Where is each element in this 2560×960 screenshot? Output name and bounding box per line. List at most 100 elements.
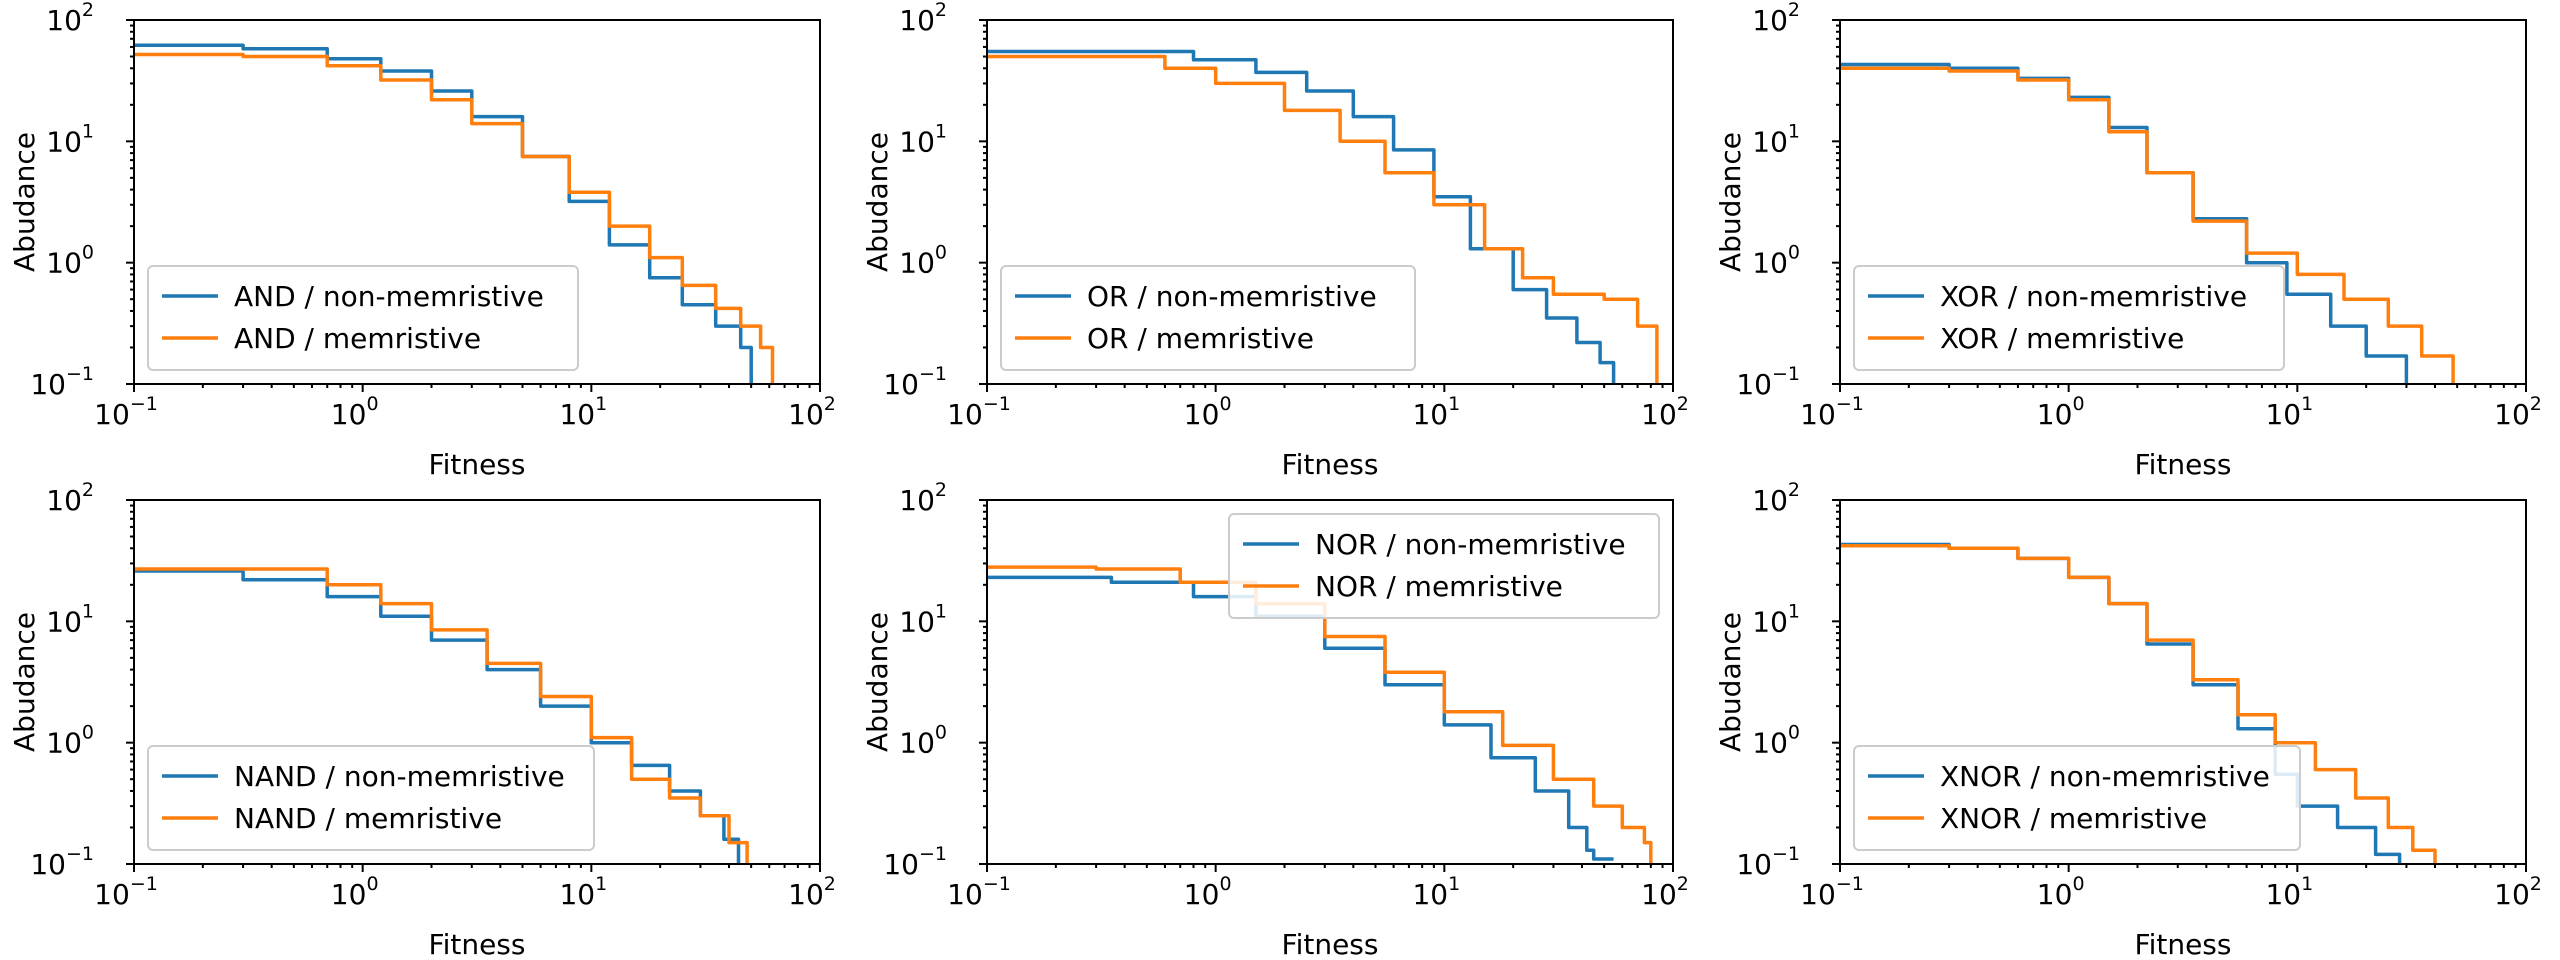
y-tick-exponent: 1 xyxy=(82,120,94,142)
x-tick-exponent: −1 xyxy=(130,393,158,415)
x-tick-label: 101 xyxy=(1412,393,1460,431)
x-tick-label: 100 xyxy=(331,393,379,431)
y-tick-label: 101 xyxy=(899,120,947,158)
x-tick-label: 100 xyxy=(1184,873,1232,911)
legend-label: OR / memristive xyxy=(1087,322,1314,355)
x-axis-label: Fitness xyxy=(429,928,526,960)
x-tick-exponent: 0 xyxy=(2072,393,2084,415)
x-tick-exponent: 0 xyxy=(2072,873,2084,895)
x-tick-exponent: 2 xyxy=(2530,393,2542,415)
y-tick-exponent: 2 xyxy=(82,0,94,21)
legend-label: NOR / memristive xyxy=(1315,570,1563,603)
x-tick-label: 102 xyxy=(2494,873,2542,911)
legend: NAND / non-memristiveNAND / memristive xyxy=(148,746,594,850)
legend-label: NOR / non-memristive xyxy=(1315,528,1626,561)
legend: OR / non-memristive OR / memristive xyxy=(1001,266,1415,370)
y-tick-label: 102 xyxy=(1752,0,1800,37)
y-tick-label: 101 xyxy=(1752,120,1800,158)
x-tick-label: 10−1 xyxy=(1800,873,1864,911)
legend: XNOR / non-memristive XNOR / memristive xyxy=(1854,746,2300,850)
y-tick-exponent: 1 xyxy=(935,120,947,142)
y-axis-label: Abudance xyxy=(1714,132,1747,272)
y-tick-exponent: −1 xyxy=(919,843,947,865)
y-tick-exponent: 0 xyxy=(82,722,94,744)
y-tick-exponent: −1 xyxy=(1772,843,1800,865)
x-tick-exponent: 0 xyxy=(366,873,378,895)
y-tick-label: 101 xyxy=(899,600,947,638)
x-tick-exponent: 1 xyxy=(2301,393,2313,415)
legend-label: XOR / non-memristive xyxy=(1940,280,2247,313)
y-tick-label: 10−1 xyxy=(30,843,94,881)
y-tick-label: 10−1 xyxy=(30,363,94,401)
x-tick-label: 10−1 xyxy=(947,393,1011,431)
x-tick-label: 10−1 xyxy=(1800,393,1864,431)
y-tick-exponent: 2 xyxy=(82,479,94,501)
y-tick-exponent: −1 xyxy=(66,843,94,865)
x-axis-label: Fitness xyxy=(2135,928,2232,960)
x-tick-label: 100 xyxy=(1184,393,1232,431)
y-tick-exponent: 1 xyxy=(1788,600,1800,622)
y-tick-label: 10−1 xyxy=(1736,363,1800,401)
legend-label: NAND / memristive xyxy=(234,802,502,835)
y-tick-exponent: 0 xyxy=(1788,242,1800,264)
y-tick-label: 100 xyxy=(1752,242,1800,280)
legend-label: XOR / memristive xyxy=(1940,322,2184,355)
y-tick-label: 10−1 xyxy=(1736,843,1800,881)
x-tick-exponent: 2 xyxy=(1677,873,1689,895)
y-tick-exponent: 2 xyxy=(1788,479,1800,501)
y-tick-exponent: 1 xyxy=(1788,120,1800,142)
x-axis-label: Fitness xyxy=(1282,928,1379,960)
y-axis-label: Abudance xyxy=(1714,612,1747,752)
x-tick-exponent: −1 xyxy=(1836,393,1864,415)
y-tick-label: 101 xyxy=(46,600,94,638)
y-tick-exponent: 0 xyxy=(935,242,947,264)
x-tick-exponent: 2 xyxy=(824,393,836,415)
x-tick-label: 101 xyxy=(2265,393,2313,431)
legend-label: XNOR / memristive xyxy=(1940,802,2207,835)
y-tick-label: 102 xyxy=(899,479,947,517)
x-tick-label: 102 xyxy=(2494,393,2542,431)
y-tick-exponent: −1 xyxy=(66,363,94,385)
y-axis-label: Abudance xyxy=(861,132,894,272)
x-tick-exponent: 1 xyxy=(1448,393,1460,415)
chart-panel-6: 10−1 100 101 10210−1100101102FitnessAbudanc… xyxy=(1714,479,2542,960)
legend: NOR / non-memristive NOR / memristive xyxy=(1229,514,1659,618)
y-tick-label: 100 xyxy=(899,722,947,760)
legend-label: AND / memristive xyxy=(234,322,481,355)
y-axis-label: Abudance xyxy=(8,132,41,272)
legend: XOR / non-memristive XOR / memristive xyxy=(1854,266,2284,370)
x-tick-exponent: 2 xyxy=(1677,393,1689,415)
x-tick-exponent: 0 xyxy=(1219,393,1231,415)
x-tick-label: 102 xyxy=(788,393,836,431)
y-axis-label: Abudance xyxy=(861,612,894,752)
x-tick-label: 10−1 xyxy=(94,393,158,431)
chart-panel-2: 10−1 100 101 10210−1100101102FitnessAbudanc… xyxy=(861,0,1689,481)
x-tick-label: 101 xyxy=(1412,873,1460,911)
x-axis-label: Fitness xyxy=(429,448,526,481)
y-tick-exponent: 0 xyxy=(1788,722,1800,744)
y-axis-label: Abudance xyxy=(8,612,41,752)
series-line-non-memristive xyxy=(987,577,1614,859)
y-tick-exponent: 0 xyxy=(935,722,947,744)
x-tick-exponent: 0 xyxy=(1219,873,1231,895)
x-tick-label: 102 xyxy=(1641,873,1689,911)
legend-label: OR / non-memristive xyxy=(1087,280,1377,313)
x-tick-label: 101 xyxy=(559,393,607,431)
y-tick-exponent: 2 xyxy=(935,479,947,501)
y-tick-label: 100 xyxy=(899,242,947,280)
y-tick-exponent: −1 xyxy=(919,363,947,385)
chart-panel-5: 10−1 100 101 10210−1100101102FitnessAbudanc… xyxy=(861,479,1689,960)
x-tick-label: 10−1 xyxy=(94,873,158,911)
x-tick-exponent: 1 xyxy=(2301,873,2313,895)
x-tick-exponent: 1 xyxy=(1448,873,1460,895)
legend: AND / non-memristive AND / memristive xyxy=(148,266,578,370)
y-tick-exponent: 1 xyxy=(935,600,947,622)
y-tick-exponent: −1 xyxy=(1772,363,1800,385)
x-tick-label: 101 xyxy=(559,873,607,911)
x-tick-exponent: −1 xyxy=(983,393,1011,415)
y-tick-exponent: 0 xyxy=(82,242,94,264)
chart-panel-4: 10−1 100 101 10210−1100101102FitnessAbudanc… xyxy=(8,479,836,960)
y-tick-label: 102 xyxy=(1752,479,1800,517)
y-tick-label: 102 xyxy=(46,479,94,517)
y-tick-label: 100 xyxy=(46,242,94,280)
